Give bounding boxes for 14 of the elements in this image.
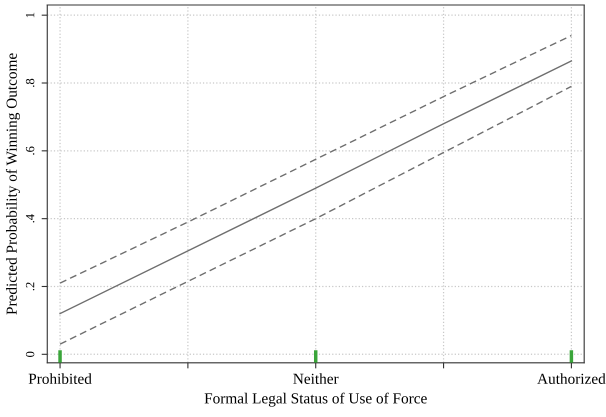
line-series [59, 86, 572, 345]
x-tick-label: Neither [293, 373, 338, 384]
x-tick-label: Authorized [537, 373, 606, 384]
y-tick-label: .6 [26, 146, 34, 155]
x-tick-label: Prohibited [28, 373, 92, 384]
y-tick-label: .2 [26, 282, 34, 290]
y-tick-label: .8 [26, 78, 34, 87]
line-series [59, 60, 572, 314]
y-tick-label: .4 [26, 214, 34, 223]
y-tick-label: 0 [26, 352, 34, 357]
line-series [59, 34, 572, 284]
x-axis-title: Formal Legal Status of Use of Force [204, 392, 427, 407]
y-axis-title: Predicted Probability of Winning Outcome [6, 53, 20, 315]
y-tick-label: 1 [26, 12, 34, 18]
